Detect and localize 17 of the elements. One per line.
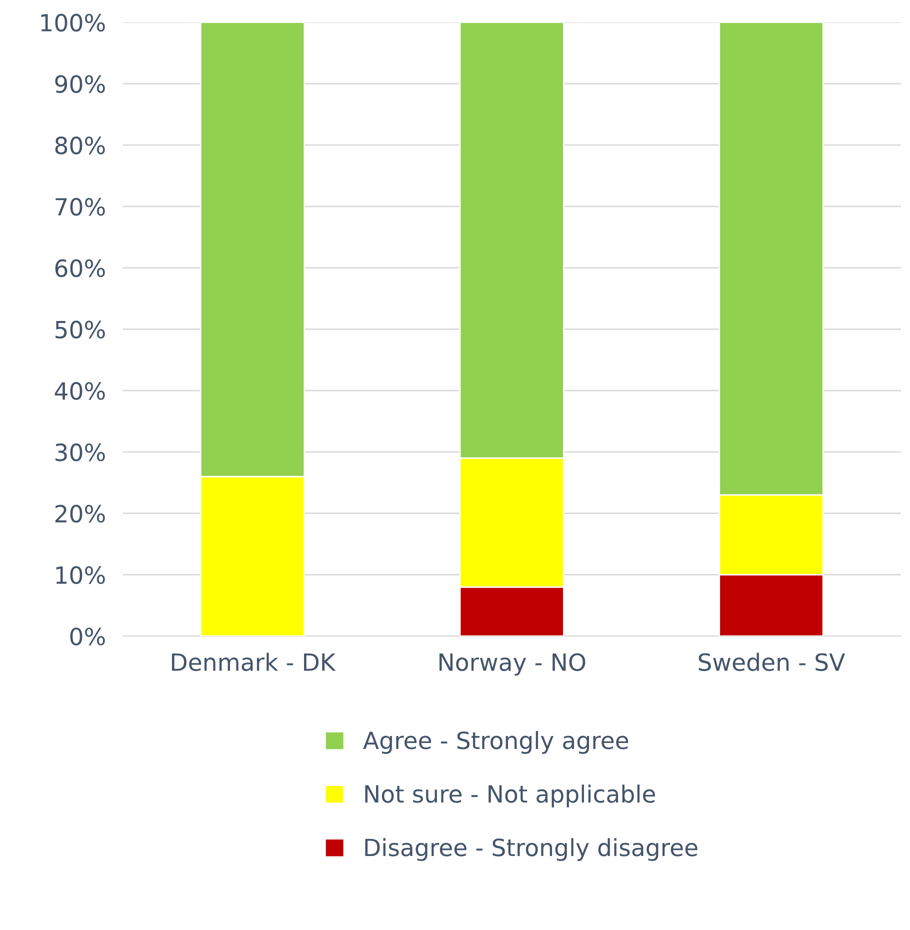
y-tick-label: 100%	[41, 14, 105, 32]
y-tick-label: 20%	[55, 504, 105, 523]
y-tick-label: 40%	[54, 382, 105, 400]
y-tick-label: 90%	[55, 75, 105, 94]
x-tick-label: Denmark - DK	[172, 652, 336, 672]
y-tick-label: 60%	[55, 259, 105, 278]
legend-label: Not sure - Not applicable	[365, 784, 656, 808]
legend-label: Disagree - Strongly disagree	[365, 838, 698, 861]
y-tick-label: 50%	[56, 320, 105, 339]
legend-label: Agree - Strongly agree	[363, 731, 628, 754]
y-tick-label: 80%	[55, 136, 105, 154]
y-tick-label: 0%	[70, 628, 105, 646]
x-tick-label: Norway - NO	[440, 653, 586, 676]
y-tick-label: 10%	[56, 566, 105, 584]
y-tick-label: 30%	[56, 443, 105, 462]
y-tick-label: 70%	[56, 198, 105, 216]
x-tick-label: Sweden - SV	[698, 652, 846, 672]
